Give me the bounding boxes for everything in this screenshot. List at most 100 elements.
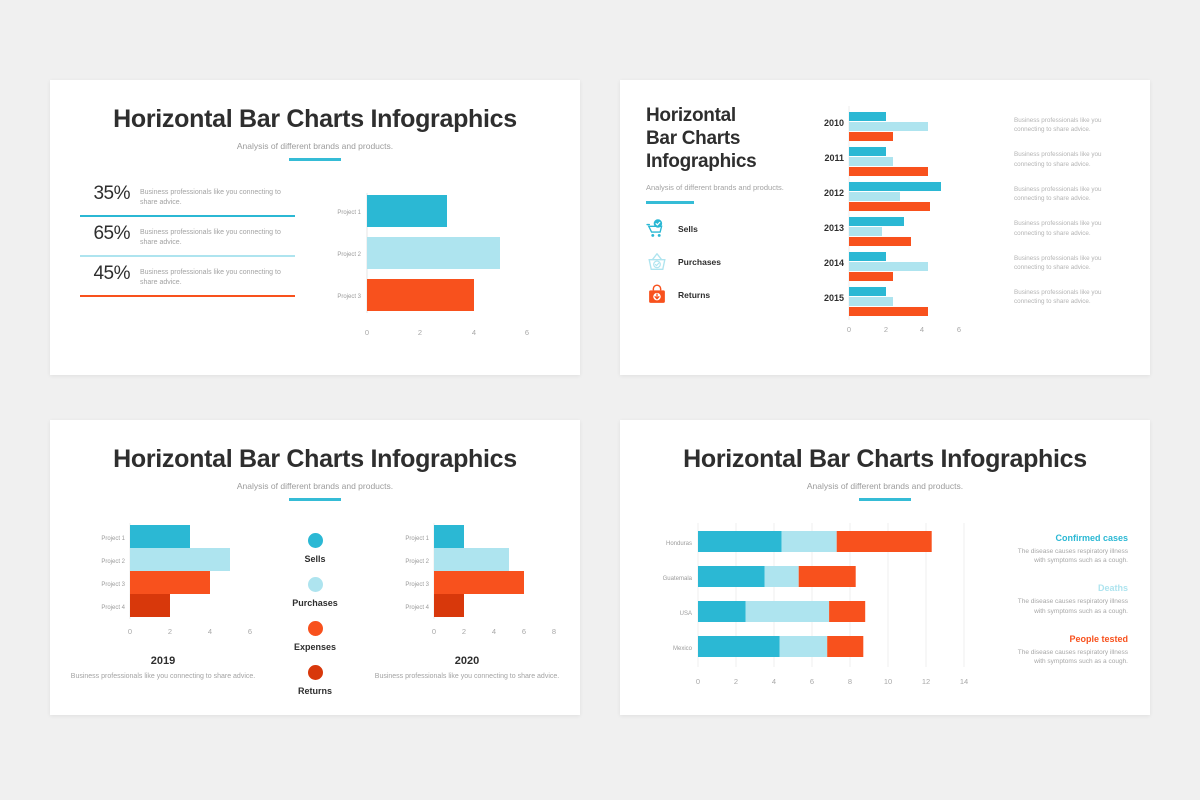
panel4-header: Horizontal Bar Charts Infographics Analy… xyxy=(620,420,1150,501)
bar-project-4 xyxy=(434,593,464,617)
legend-dot-expenses xyxy=(307,620,323,636)
page-title: Horizontal Bar Charts Infographics xyxy=(113,105,517,133)
description-text: Business professionals like you connecti… xyxy=(1014,117,1102,134)
x-tick: 2 xyxy=(462,627,466,636)
stat-underline xyxy=(80,294,295,297)
bar-label: Honduras xyxy=(666,541,692,547)
stat-underline xyxy=(80,214,295,217)
x-tick: 0 xyxy=(432,627,436,636)
year-label: 2011 xyxy=(824,153,844,163)
segment-confirmed-cases xyxy=(698,530,782,552)
year-label: 2012 xyxy=(824,188,844,198)
x-tick: 6 xyxy=(522,627,526,636)
segment-deaths xyxy=(781,530,837,552)
page-subtitle: Analysis of different brands and product… xyxy=(806,481,964,491)
bar-sells xyxy=(849,182,941,191)
panel3-legend: Sells Purchases Expenses Returns xyxy=(258,521,372,709)
x-tick: 2 xyxy=(734,677,738,686)
legend-item-sells: Sells xyxy=(646,218,794,240)
stacked-bar-chart-countries: Honduras Guatemala USA Mexico xyxy=(663,522,968,686)
legend-label: Expenses xyxy=(293,641,337,652)
bar-label: Project 3 xyxy=(405,582,429,588)
bar-label: Mexico xyxy=(673,646,693,652)
bar-label: Project 3 xyxy=(337,294,361,300)
bar-label: Project 1 xyxy=(405,536,429,542)
panel4-legend-descriptions: Confirmed cases The disease causes respi… xyxy=(1008,521,1128,706)
bar-sells xyxy=(849,217,904,226)
bar-label: Project 2 xyxy=(101,559,125,565)
legend-dot-purchases xyxy=(307,576,323,592)
x-tick: 8 xyxy=(848,677,852,686)
year-label: 2015 xyxy=(824,293,844,303)
bar-returns xyxy=(849,132,893,141)
stat-percent: 35% xyxy=(93,182,130,204)
bar-sells xyxy=(849,252,886,261)
x-tick: 12 xyxy=(922,677,930,686)
panel2-left: Horizontal Bar Charts Infographics Analy… xyxy=(646,104,794,359)
bar-label: USA xyxy=(680,611,692,617)
x-tick: 14 xyxy=(960,677,968,686)
segment-deaths xyxy=(764,565,799,587)
x-tick: 10 xyxy=(884,677,892,686)
page-subtitle: Analysis of different brands and product… xyxy=(236,141,394,151)
year-label: 2010 xyxy=(824,118,844,128)
stat-text: Business professionals like you connecti… xyxy=(140,228,281,247)
bar-project-3 xyxy=(130,570,210,594)
chart-note: Business professionals like you connecti… xyxy=(70,672,256,680)
panel-bar-chart-years: Horizontal Bar Charts Infographics Analy… xyxy=(620,80,1150,375)
bar-purchases xyxy=(849,157,893,166)
bar-returns xyxy=(849,167,928,176)
bar-label: Guatemala xyxy=(663,576,693,582)
legend-heading-deaths: Deaths xyxy=(1097,583,1128,593)
x-tick: 4 xyxy=(492,627,496,636)
x-tick: 0 xyxy=(128,627,132,636)
list-item: 45% Business professionals like you conn… xyxy=(80,263,295,297)
panel-bar-chart-percent: Horizontal Bar Charts Infographics Analy… xyxy=(50,80,580,375)
bar-project-1 xyxy=(367,194,447,227)
bar-label: Project 3 xyxy=(101,582,125,588)
bar-sells xyxy=(849,287,886,296)
bar-label: Project 4 xyxy=(405,605,429,611)
bar-purchases xyxy=(849,227,882,236)
bar-label: Project 2 xyxy=(405,559,429,565)
title-divider xyxy=(289,158,341,161)
legend-item-purchases: Purchases xyxy=(646,251,794,273)
bar-project-4 xyxy=(130,593,170,617)
x-tick: 0 xyxy=(847,325,851,334)
description-text: Business professionals like you connecti… xyxy=(1014,288,1102,306)
x-tick: 6 xyxy=(810,677,814,686)
page-title: Horizontal Bar Charts Infographics xyxy=(683,445,1087,473)
x-tick: 6 xyxy=(248,627,252,636)
bar-returns xyxy=(849,272,893,281)
grouped-bar-chart-years: 2010 2011 2012 2013 xyxy=(824,106,961,334)
segment-confirmed-cases xyxy=(698,565,765,587)
segment-people-tested xyxy=(836,530,932,552)
legend-label: Sells xyxy=(304,553,326,564)
bar-project-2 xyxy=(367,236,500,269)
segment-deaths xyxy=(745,600,830,622)
bar-returns xyxy=(849,237,911,246)
page-subtitle: Analysis of different brands and product… xyxy=(236,481,394,491)
title-divider xyxy=(859,498,911,501)
stat-text: Business professionals like you connecti… xyxy=(140,268,281,287)
x-tick: 4 xyxy=(920,325,924,334)
title-divider xyxy=(646,201,694,204)
x-tick: 4 xyxy=(208,627,212,636)
bar-label: Project 1 xyxy=(101,536,125,542)
chart-year-label: 2019 xyxy=(150,654,176,667)
chart-year-label: 2020 xyxy=(454,654,480,667)
bar-project-3 xyxy=(367,278,474,311)
legend-heading-confirmed-cases: Confirmed cases xyxy=(1055,532,1128,543)
stat-text: Business professionals like you connecti… xyxy=(140,188,281,207)
legend-label: Sells xyxy=(678,223,698,234)
chart-2020-wrap: Project 1 Project 2 Project 3 Project 4 … xyxy=(372,521,562,683)
year-label: 2013 xyxy=(824,223,844,233)
bar-chart-2020: Project 1 Project 2 Project 3 Project 4 … xyxy=(405,522,556,636)
x-tick: 2 xyxy=(418,328,422,337)
panel2-body: Horizontal Bar Charts Infographics Analy… xyxy=(620,80,1150,359)
legend-description: The disease causes respiratory illness w… xyxy=(1017,598,1128,615)
panel4-body: Honduras Guatemala USA Mexico xyxy=(620,501,1150,706)
bar-sells xyxy=(849,112,886,121)
legend-label: Returns xyxy=(678,289,711,300)
